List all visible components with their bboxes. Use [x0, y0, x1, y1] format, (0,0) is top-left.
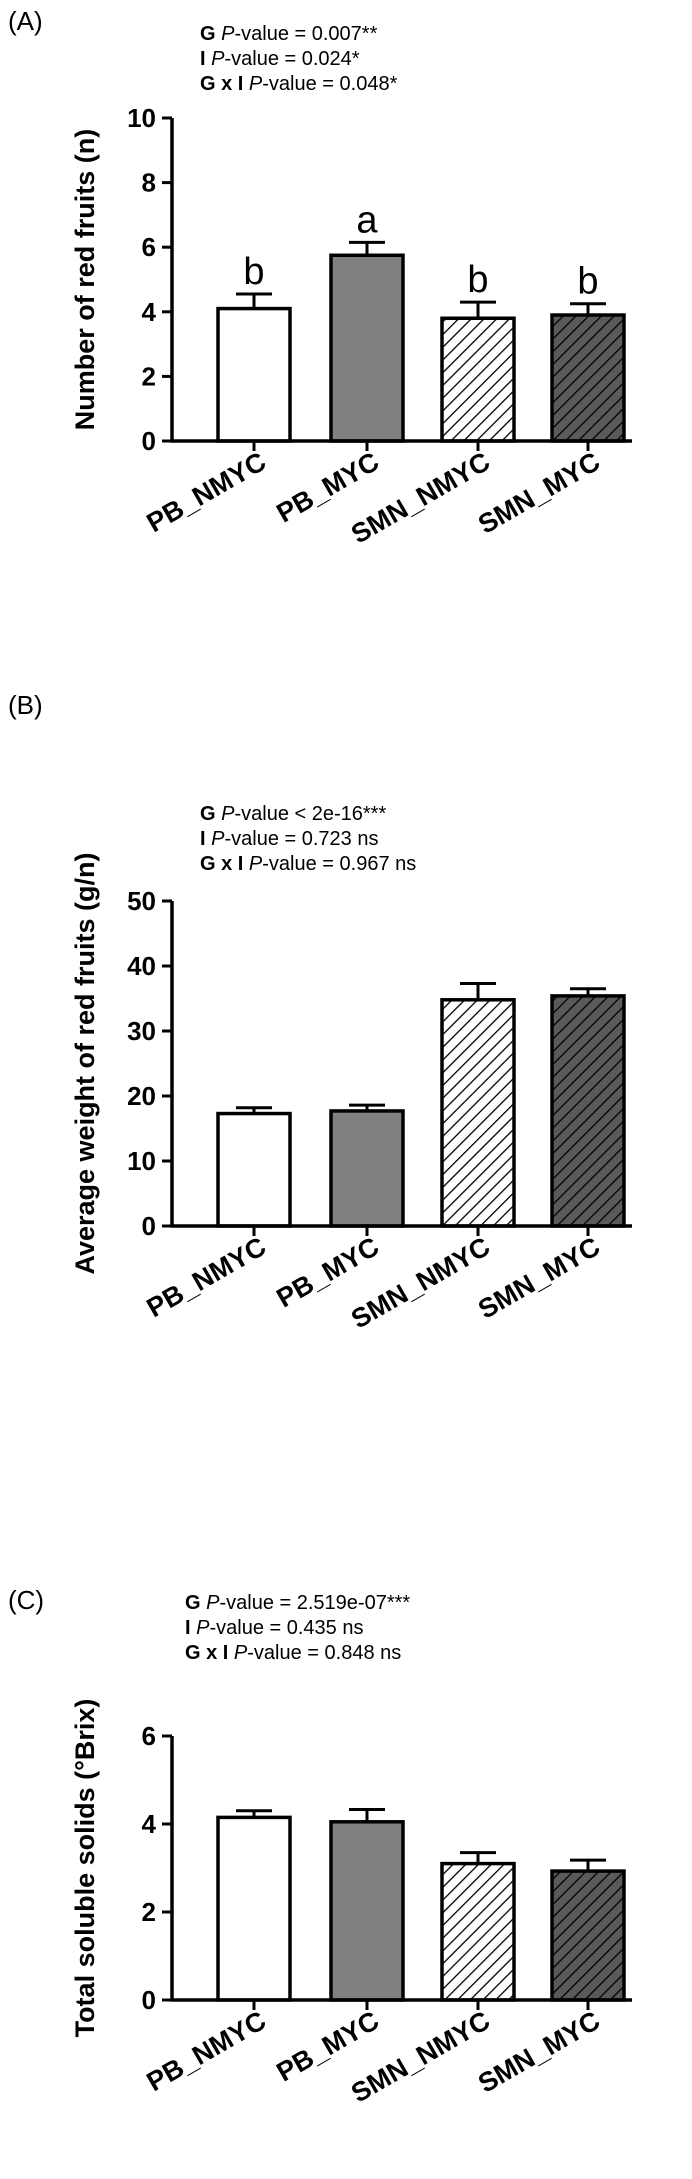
stat-p-symbol: P [196, 1617, 210, 1639]
y-tick-label: 6 [142, 232, 156, 262]
y-tick-label: 10 [127, 103, 156, 133]
bar-smn-nmyc [440, 998, 516, 1228]
significance-letter: b [577, 261, 598, 303]
y-axis-title: Total soluble solids (°Brix) [70, 1699, 100, 2038]
stat-line: G x I P-value = 0.048* [200, 73, 398, 95]
stat-line: G P-value = 0.007** [200, 23, 378, 45]
stat-p-symbol: P [211, 48, 225, 70]
y-tick-label: 4 [142, 297, 157, 327]
stat-p-symbol: P [211, 828, 225, 850]
x-tick-label: PB_NMYC [142, 1231, 271, 1323]
y-tick-label: 0 [142, 1985, 156, 2015]
stat-line: I P-value = 0.723 ns [200, 828, 378, 850]
y-tick-label: 0 [142, 1211, 156, 1241]
x-tick-label: PB_NMYC [142, 446, 271, 538]
stat-factor: G x I [185, 1642, 234, 1664]
stat-value: -value = 0.007** [234, 23, 377, 45]
y-tick-label: 2 [142, 361, 156, 391]
stat-factor: I [200, 828, 211, 850]
stat-line: G x I P-value = 0.848 ns [185, 1642, 401, 1664]
bar-pb-myc [329, 1109, 405, 1228]
stat-p-symbol: P [249, 853, 263, 875]
y-tick-label: 10 [127, 1146, 156, 1176]
y-tick-label: 6 [142, 1721, 156, 1751]
y-tick-label: 2 [142, 1897, 156, 1927]
stat-value: -value = 2.519e-07*** [219, 1592, 410, 1614]
y-tick-label: 50 [127, 886, 156, 916]
y-tick-label: 0 [142, 426, 156, 456]
x-tick-label: PB_NMYC [142, 2005, 271, 2097]
y-tick-label: 30 [127, 1016, 156, 1046]
y-tick-label: 20 [127, 1081, 156, 1111]
bar-smn-myc [550, 313, 626, 443]
stat-value: -value = 0.848 ns [247, 1642, 401, 1664]
stat-p-symbol: P [221, 803, 235, 825]
stat-line: G P-value < 2e-16*** [200, 803, 386, 825]
panel-c: (C) G P-value = 2.519e-07***I P-value = 0… [8, 1585, 632, 2108]
bar-pb-myc [329, 253, 405, 443]
y-axis-title: Number of red fruits (n) [70, 129, 100, 431]
stat-line: I P-value = 0.024* [200, 48, 360, 70]
stat-factor: I [200, 48, 211, 70]
bar-smn-nmyc [440, 1861, 516, 2002]
stat-line: I P-value = 0.435 ns [185, 1617, 363, 1639]
significance-letter: b [243, 251, 264, 293]
bar-pb-nmyc [216, 1111, 292, 1228]
stat-line: G x I P-value = 0.967 ns [200, 853, 416, 875]
stat-value: -value = 0.967 ns [262, 853, 416, 875]
stat-p-symbol: P [221, 23, 235, 45]
y-axis-title: Average weight of red fruits (g/n) [70, 852, 100, 1274]
panel-letter: (A) [8, 6, 43, 36]
y-tick-label: 8 [142, 168, 156, 198]
stat-p-symbol: P [249, 73, 263, 95]
bar-pb-nmyc [216, 1815, 292, 2002]
stat-value: -value = 0.048* [262, 73, 397, 95]
significance-letter: b [467, 259, 488, 301]
stat-value: -value = 0.723 ns [224, 828, 378, 850]
y-tick-label: 4 [142, 1809, 157, 1839]
stat-value: -value < 2e-16*** [234, 803, 386, 825]
stat-factor: G [185, 1592, 206, 1614]
panel-letter: (B) [8, 690, 43, 720]
stat-value: -value = 0.024* [224, 48, 359, 70]
bar-smn-myc [550, 1869, 626, 2002]
stat-factor: G x I [200, 73, 249, 95]
stat-factor: G [200, 23, 221, 45]
stat-factor: G x I [200, 853, 249, 875]
x-tick-label: SMN_MYC [473, 446, 605, 539]
bar-pb-nmyc [216, 306, 292, 443]
panel-letter: (C) [8, 1585, 44, 1615]
stat-line: G P-value = 2.519e-07*** [185, 1592, 410, 1614]
stat-p-symbol: P [206, 1592, 220, 1614]
x-tick-label: SMN_MYC [473, 2005, 605, 2098]
panel-b: (B)G P-value < 2e-16***I P-value = 0.723… [8, 690, 632, 1334]
bar-smn-myc [550, 994, 626, 1228]
y-tick-label: 40 [127, 951, 156, 981]
panels: (A) G P-value = 0.007**I P-value = 0.024*… [8, 6, 632, 2108]
stat-factor: G [200, 803, 221, 825]
significance-letter: a [356, 199, 378, 241]
stat-value: -value = 0.435 ns [209, 1617, 363, 1639]
bar-pb-myc [329, 1820, 405, 2002]
stat-factor: I [185, 1617, 196, 1639]
x-tick-label: SMN_MYC [473, 1231, 605, 1324]
stat-p-symbol: P [234, 1642, 248, 1664]
panel-a: (A) G P-value = 0.007**I P-value = 0.024*… [8, 6, 632, 549]
bar-smn-nmyc [440, 316, 516, 443]
